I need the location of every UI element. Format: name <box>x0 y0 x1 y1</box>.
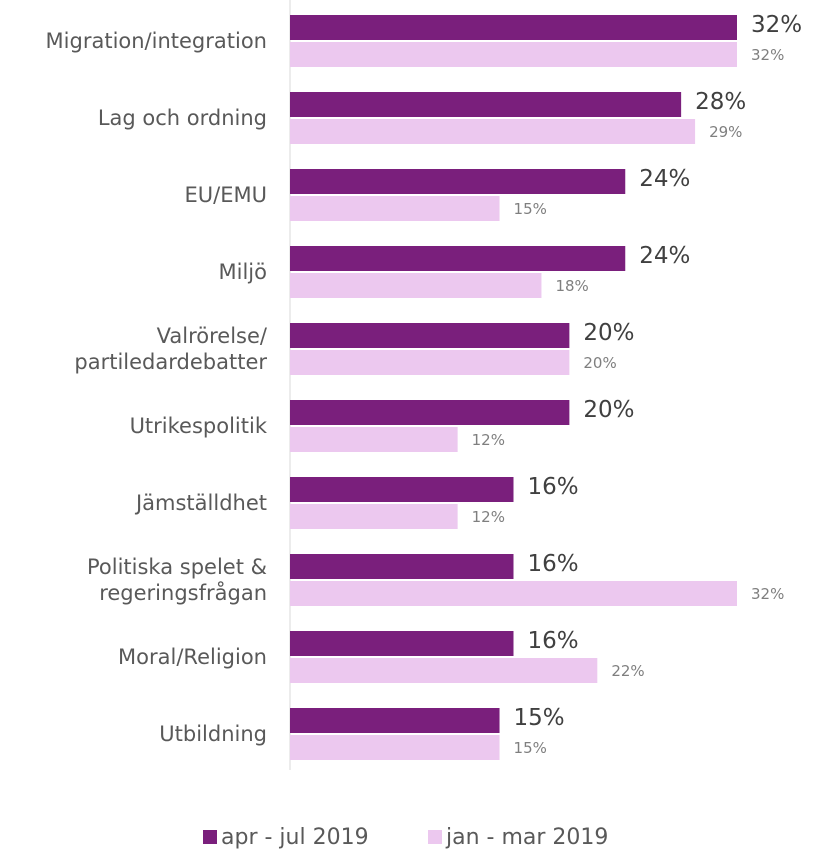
value-label: 18% <box>555 277 588 295</box>
bar <box>290 554 514 579</box>
category-label: Utrikespolitik <box>129 414 267 438</box>
legend-label: jan - mar 2019 <box>445 825 608 850</box>
category-label: Valrörelse/ partiledardebatter <box>74 324 267 374</box>
category-label: Miljö <box>218 260 267 284</box>
legend-swatch <box>203 830 217 844</box>
value-label: 15% <box>514 200 547 218</box>
value-label: 20% <box>583 354 616 372</box>
value-label: 20% <box>583 397 634 423</box>
legend-label: apr - jul 2019 <box>221 825 369 850</box>
value-label: 28% <box>695 89 746 115</box>
bar <box>290 42 737 67</box>
category-label: Moral/Religion <box>118 645 267 669</box>
value-label: 29% <box>709 123 742 141</box>
bar <box>290 119 696 144</box>
value-label: 15% <box>514 739 547 757</box>
bar <box>290 708 500 733</box>
value-label: 15% <box>514 705 565 731</box>
bar <box>290 273 542 298</box>
bar <box>290 350 570 375</box>
value-label: 16% <box>528 628 579 654</box>
bar <box>290 246 626 271</box>
legend-swatch <box>428 830 442 844</box>
category-label: Jämställdhet <box>135 491 267 515</box>
bar <box>290 477 514 502</box>
bar <box>290 581 737 606</box>
bar <box>290 658 598 683</box>
bar <box>290 196 500 221</box>
bar <box>290 427 458 452</box>
bar <box>290 169 626 194</box>
value-label: 16% <box>528 474 579 500</box>
category-label: Migration/integration <box>45 29 267 53</box>
value-label: 24% <box>639 243 690 269</box>
value-label: 12% <box>472 431 505 449</box>
category-label: Utbildning <box>159 722 267 746</box>
category-label: Politiska spelet & regeringsfrågan <box>86 555 267 605</box>
bar <box>290 323 570 348</box>
bar <box>290 631 514 656</box>
category-label: EU/EMU <box>184 183 267 207</box>
value-label: 12% <box>472 508 505 526</box>
bar <box>290 504 458 529</box>
value-label: 32% <box>751 12 802 38</box>
bar <box>290 735 500 760</box>
bar <box>290 92 682 117</box>
value-label: 32% <box>751 46 784 64</box>
value-label: 32% <box>751 585 784 603</box>
value-label: 16% <box>528 551 579 577</box>
value-label: 20% <box>583 320 634 346</box>
value-label: 22% <box>611 662 644 680</box>
value-label: 24% <box>639 166 690 192</box>
category-label: Lag och ordning <box>97 106 267 130</box>
bar <box>290 400 570 425</box>
bar <box>290 15 737 40</box>
